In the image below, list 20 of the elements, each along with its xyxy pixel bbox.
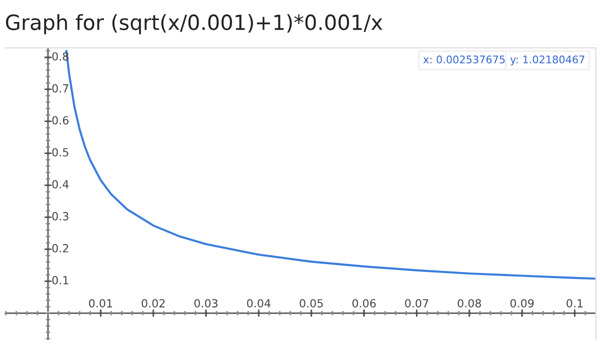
x-tick-label: 0.07 [405, 299, 428, 308]
x-tick-label: 0.02 [142, 299, 165, 308]
x-tick-label: 0.05 [300, 299, 323, 308]
y-tick-label: 0.4 [52, 180, 69, 188]
y-tick-label: 0.7 [52, 84, 68, 93]
x-tick-label: 0.04 [247, 299, 270, 308]
x-tick-label: 0.09 [510, 299, 534, 308]
annotation: y: 1.02180467 [510, 56, 584, 66]
y-tick-label: 0.1 [52, 276, 68, 284]
y-tick-label: 0.2 [52, 244, 68, 252]
y-tick-label: 0.3 [52, 212, 68, 220]
x-tick-label: 0.1 [566, 299, 583, 308]
x-tick-label: 0.01 [89, 299, 112, 308]
x-tick-label: 0.08 [458, 299, 481, 308]
annotation: x: 0.002537675 [423, 56, 505, 64]
x-tick-label: 0.03 [194, 299, 218, 308]
chart-title: Graph for (sqrt(x/0.001)+1)*0.001/x [6, 14, 382, 34]
y-tick-label: 0.5 [52, 148, 68, 157]
x-tick-label: 0.06 [352, 299, 376, 308]
y-tick-label: 0.6 [52, 116, 69, 125]
